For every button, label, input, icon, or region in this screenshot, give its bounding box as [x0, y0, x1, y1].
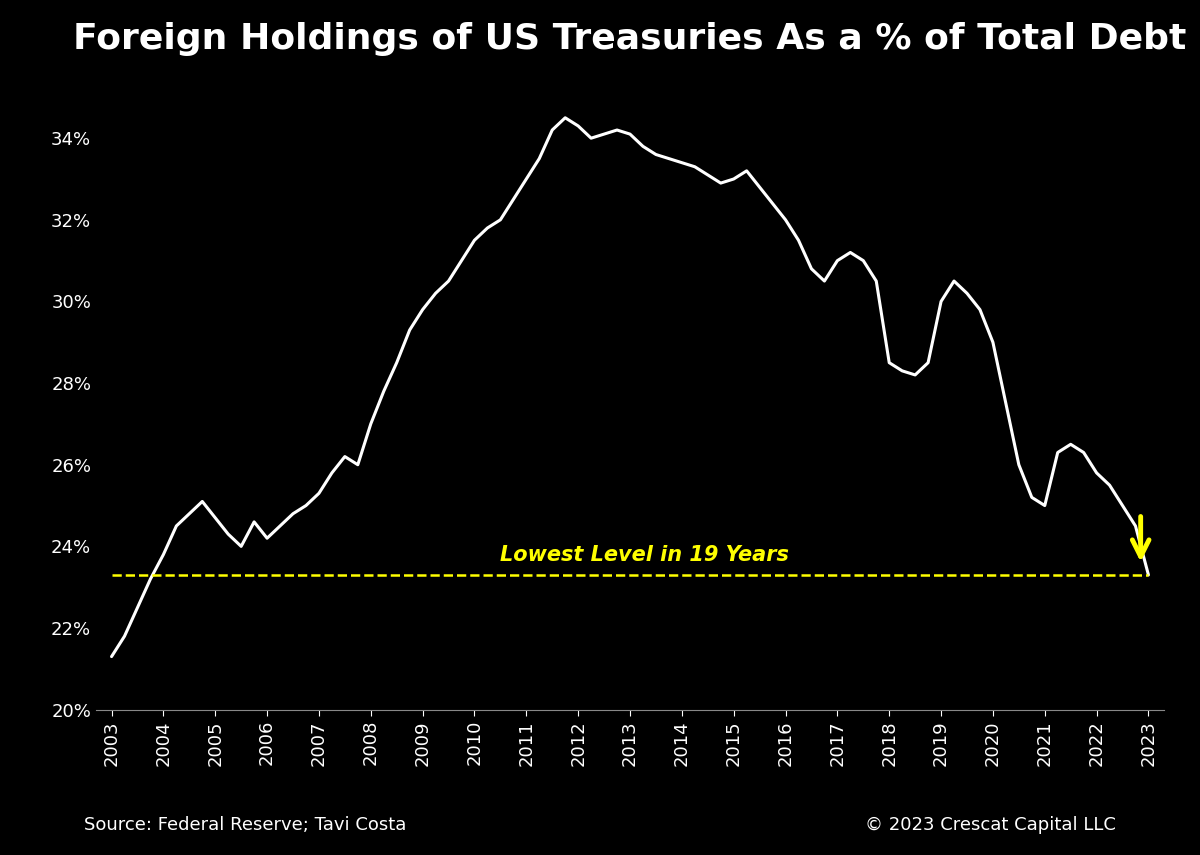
Text: Lowest Level in 19 Years: Lowest Level in 19 Years — [500, 545, 790, 564]
Title: Foreign Holdings of US Treasuries As a % of Total Debt: Foreign Holdings of US Treasuries As a %… — [73, 22, 1187, 56]
Text: © 2023 Crescat Capital LLC: © 2023 Crescat Capital LLC — [865, 816, 1116, 834]
Text: Source: Federal Reserve; Tavi Costa: Source: Federal Reserve; Tavi Costa — [84, 816, 407, 834]
